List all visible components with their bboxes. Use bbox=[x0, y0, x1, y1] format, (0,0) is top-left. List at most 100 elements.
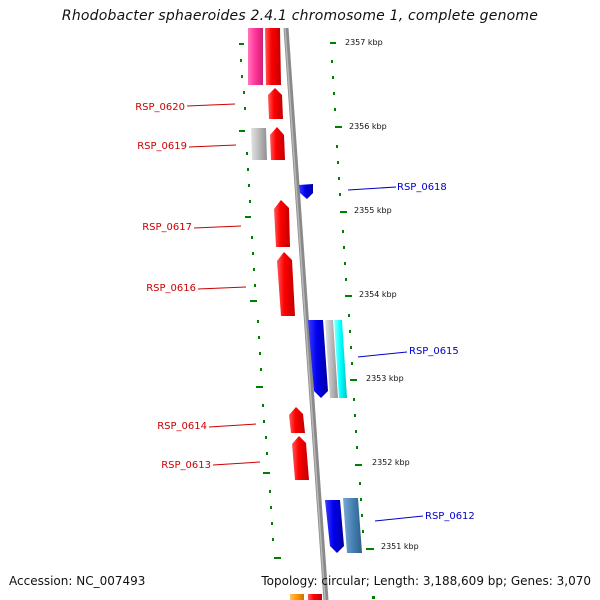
track-dot bbox=[355, 430, 357, 433]
track-dot bbox=[270, 506, 272, 509]
track-dot bbox=[256, 386, 263, 388]
gene-label-rsp-0619[interactable]: RSP_0619 bbox=[137, 141, 187, 152]
leader-line bbox=[208, 423, 257, 428]
gene-label-rsp-0612[interactable]: RSP_0612 bbox=[425, 511, 475, 522]
track-dot bbox=[359, 482, 361, 485]
leader-line bbox=[347, 186, 397, 191]
gene-arrow-rsp-0613[interactable] bbox=[292, 436, 309, 480]
leader-line bbox=[188, 144, 237, 148]
track-dot bbox=[366, 548, 374, 550]
track-dot bbox=[343, 246, 345, 249]
gene-label-rsp-0614[interactable]: RSP_0614 bbox=[157, 421, 207, 432]
track-dot bbox=[266, 452, 268, 455]
leader-line bbox=[193, 225, 242, 229]
track-dot bbox=[355, 464, 362, 466]
genome-stats-text: Topology: circular; Length: 3,188,609 bp… bbox=[261, 574, 591, 588]
gene-arrow-rsp-0619[interactable] bbox=[270, 127, 285, 160]
track-dot bbox=[335, 126, 342, 128]
track-dot bbox=[349, 330, 351, 333]
track-dot bbox=[353, 398, 355, 401]
track-dot bbox=[272, 538, 274, 541]
left-gene-labels: RSP_0620 RSP_0619 RSP_0617 RSP_0616 RSP_… bbox=[135, 102, 261, 471]
tick-label: 2357 kbp bbox=[345, 38, 383, 47]
gene-arrow-red-partial[interactable] bbox=[308, 594, 322, 600]
track-dot bbox=[351, 362, 353, 365]
track-dot bbox=[348, 314, 350, 317]
gene-arrow-rsp-0615[interactable] bbox=[308, 320, 328, 398]
track-dot bbox=[259, 352, 261, 355]
track-dot bbox=[336, 145, 338, 148]
track-dot bbox=[269, 490, 271, 493]
track-dot bbox=[340, 211, 347, 213]
scale-labels: 2357 kbp 2356 kbp 2355 kbp 2354 kbp 2353… bbox=[345, 38, 419, 551]
gene-arrow-cyan[interactable] bbox=[334, 320, 347, 398]
leader-line bbox=[197, 286, 247, 290]
track-dot bbox=[350, 346, 352, 349]
leader-line bbox=[212, 461, 261, 466]
track-dot bbox=[265, 436, 267, 439]
track-dot bbox=[251, 236, 253, 239]
track-dot bbox=[362, 530, 364, 533]
track-dot bbox=[239, 130, 245, 132]
track-dot bbox=[334, 108, 336, 111]
gene-label-rsp-0617[interactable]: RSP_0617 bbox=[142, 222, 192, 233]
gene-arrow-magenta[interactable] bbox=[248, 28, 263, 85]
gene-label-rsp-0618[interactable]: RSP_0618 bbox=[397, 182, 447, 193]
gene-arrow-rsp-0616[interactable] bbox=[277, 252, 295, 316]
track-dot bbox=[339, 193, 341, 196]
track-dot bbox=[345, 278, 347, 281]
gene-arrow-grey-mid[interactable] bbox=[325, 320, 338, 398]
track-dot bbox=[274, 557, 281, 559]
track-dot bbox=[344, 262, 346, 265]
tick-label: 2352 kbp bbox=[372, 458, 410, 467]
track-dot bbox=[263, 472, 270, 474]
track-dot bbox=[245, 216, 251, 218]
gene-arrow-steel[interactable] bbox=[343, 498, 362, 553]
chromosome-backbone bbox=[283, 27, 329, 600]
gene-arrow-top-red[interactable] bbox=[265, 28, 281, 85]
gene-arrow-orange-partial[interactable] bbox=[290, 594, 304, 600]
gene-label-rsp-0616[interactable]: RSP_0616 bbox=[146, 283, 196, 294]
track-dot bbox=[248, 184, 250, 187]
track-dot bbox=[250, 300, 257, 302]
track-dot bbox=[257, 320, 259, 323]
track-dot bbox=[330, 42, 336, 44]
track-dot bbox=[337, 161, 339, 164]
gene-arrow-rsp-0614[interactable] bbox=[289, 407, 305, 433]
gene-label-rsp-0613[interactable]: RSP_0613 bbox=[161, 460, 211, 471]
track-dot bbox=[350, 379, 357, 381]
track-dot bbox=[361, 514, 363, 517]
tick-label: 2353 kbp bbox=[366, 374, 404, 383]
chromosome-backbone-highlight bbox=[284, 27, 326, 600]
leader-line bbox=[357, 351, 408, 358]
leader-line bbox=[186, 103, 236, 107]
track-dot bbox=[262, 404, 264, 407]
track-dot bbox=[247, 168, 249, 171]
track-dot bbox=[260, 368, 262, 371]
accession-text: Accession: NC_007493 bbox=[9, 574, 146, 588]
gene-arrow-grey-small[interactable] bbox=[251, 128, 267, 160]
gene-label-rsp-0615[interactable]: RSP_0615 bbox=[409, 346, 459, 357]
gene-arrow-rsp-0620[interactable] bbox=[268, 88, 283, 119]
track-dot bbox=[342, 230, 344, 233]
track-dot bbox=[258, 336, 260, 339]
gene-arrow-rsp-0612[interactable] bbox=[325, 500, 344, 553]
track-dot bbox=[241, 75, 243, 78]
gene-label-rsp-0620[interactable]: RSP_0620 bbox=[135, 102, 185, 113]
track-dot bbox=[354, 414, 356, 417]
gene-arrow-rsp-0618[interactable] bbox=[299, 184, 313, 199]
track-dot bbox=[252, 252, 254, 255]
gene-arrow-rsp-0617[interactable] bbox=[274, 200, 290, 247]
leader-line bbox=[374, 515, 424, 522]
track-dot bbox=[360, 498, 362, 501]
track-dot bbox=[338, 177, 340, 180]
track-dot bbox=[249, 200, 251, 203]
track-dot bbox=[246, 152, 248, 155]
track-dot bbox=[372, 596, 375, 599]
track-dot bbox=[345, 295, 352, 297]
track-dot bbox=[333, 92, 335, 95]
right-strand-dots bbox=[330, 42, 375, 599]
track-dot bbox=[263, 420, 265, 423]
